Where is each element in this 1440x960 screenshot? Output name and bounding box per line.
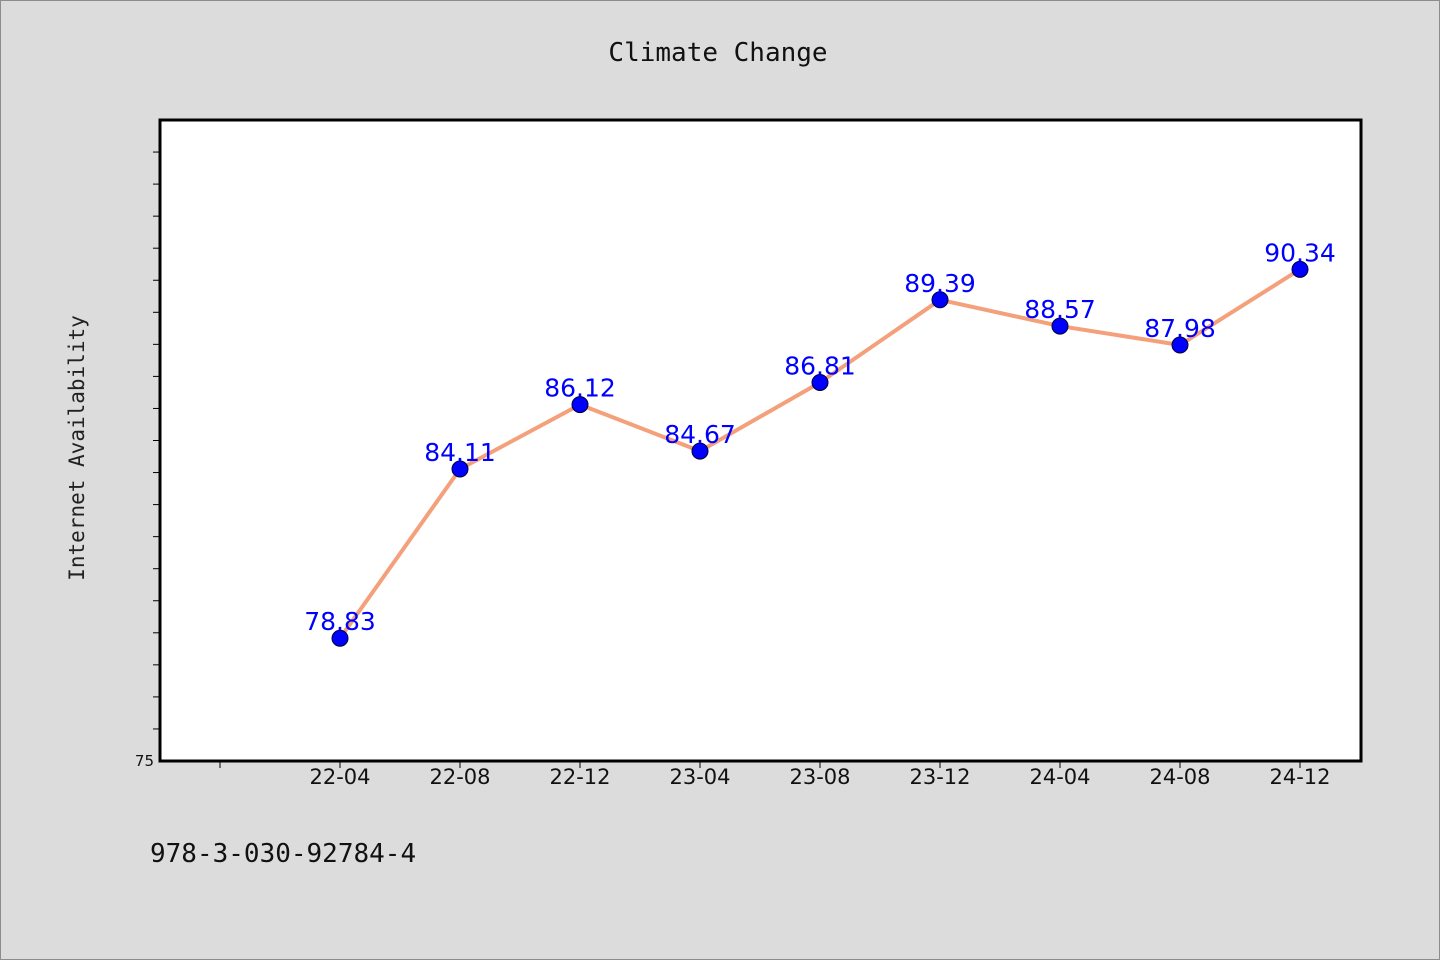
plot-border	[158, 118, 1363, 763]
data-label: 78.83	[304, 607, 376, 636]
x-tick-label: 23-12	[909, 765, 970, 789]
data-label: 87.98	[1144, 314, 1216, 343]
data-point	[1171, 336, 1189, 354]
series-group: 78.83 84.11 86.12 84.67 86.81 89.39 88.57 87.98…	[304, 238, 1336, 647]
y-axis-label: Internet Availability	[65, 315, 89, 581]
data-point	[931, 291, 949, 309]
data-label: 86.12	[544, 374, 616, 403]
x-tick-label: 24-08	[1149, 765, 1210, 789]
data-point	[811, 373, 829, 391]
data-point	[691, 442, 709, 460]
x-tick-label: 22-12	[549, 765, 610, 789]
x-tick-label: 24-12	[1269, 765, 1330, 789]
x-axis-ticks: 22-04 22-08 22-12 23-04 23-08 23-12 24-04 24-08…	[219, 761, 1331, 789]
footer-isbn: 978-3-030-92784-4	[150, 839, 416, 869]
chart-title: Climate Change	[608, 38, 827, 68]
data-label: 84.11	[424, 438, 496, 467]
x-tick-label: 23-04	[669, 765, 730, 789]
y-axis-ticks: 75	[135, 151, 160, 770]
x-tick-label: 24-04	[1029, 765, 1090, 789]
y-tick-label: 75	[135, 752, 154, 770]
plot-area	[160, 120, 1361, 761]
data-label: 86.81	[784, 351, 856, 380]
data-point	[571, 396, 589, 414]
x-tick-label: 22-08	[429, 765, 490, 789]
data-label: 88.57	[1024, 295, 1096, 324]
data-label: 90.34	[1264, 238, 1336, 267]
data-label: 84.67	[664, 420, 736, 449]
data-point	[331, 629, 349, 647]
data-point	[1051, 317, 1069, 335]
data-label: 89.39	[904, 269, 976, 298]
data-point	[451, 460, 469, 478]
x-tick-label: 22-04	[309, 765, 370, 789]
data-point	[1291, 260, 1309, 278]
x-tick-label: 23-08	[789, 765, 850, 789]
